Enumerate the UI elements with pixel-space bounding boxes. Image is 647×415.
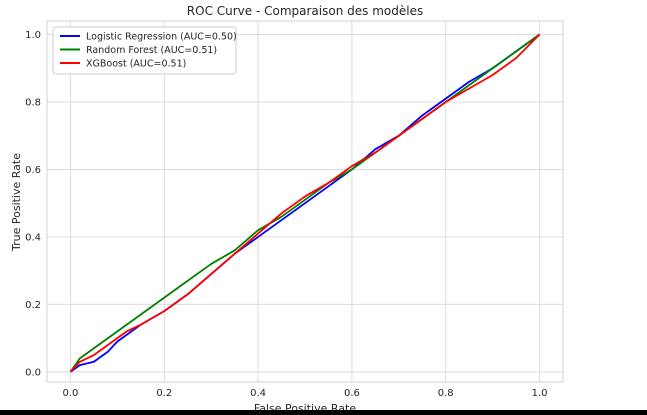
- y-tick-label: 0.2: [25, 300, 41, 311]
- y-tick-label: 0.4: [25, 232, 41, 243]
- legend-label-logistic-regression: Logistic Regression (AUC=0.50): [86, 32, 237, 43]
- plot-frame: [46, 20, 564, 383]
- x-tick-label: 0.8: [438, 388, 454, 399]
- legend: Logistic Regression (AUC=0.50) Random For…: [52, 26, 237, 75]
- x-tick-label: 1.0: [532, 388, 548, 399]
- series-lines: [69, 33, 541, 373]
- x-tick-label: 0.6: [344, 388, 360, 399]
- x-tick-label: 0.0: [63, 388, 79, 399]
- plot-area: [47, 21, 563, 382]
- y-tick-label: 1.0: [25, 30, 41, 41]
- legend-label-xgboost: XGBoost (AUC=0.51): [86, 59, 186, 70]
- x-tick-label: 0.4: [250, 388, 266, 399]
- grid: [47, 21, 563, 382]
- bottom-border: [0, 410, 647, 415]
- legend-label-random-forest: Random Forest (AUC=0.51): [86, 45, 217, 56]
- legend-box: [52, 26, 237, 75]
- y-axis-label: True Positive Rate: [10, 153, 23, 252]
- x-axis-label: False Positive Rate: [254, 402, 356, 410]
- series-line-logistic-regression: [69, 33, 541, 373]
- y-tick-label: 0.6: [25, 165, 41, 176]
- x-axis-ticks: 0.0 0.2 0.4 0.6 0.8 1.0: [63, 388, 548, 399]
- series-line-xgboost: [69, 33, 541, 373]
- y-tick-label: 0.8: [25, 97, 41, 108]
- y-tick-label: 0.0: [25, 367, 41, 378]
- y-axis-ticks: 0.0 0.2 0.4 0.6 0.8 1.0: [25, 30, 41, 378]
- x-tick-label: 0.2: [156, 388, 172, 399]
- chart-title: ROC Curve - Comparaison des modèles: [187, 4, 423, 18]
